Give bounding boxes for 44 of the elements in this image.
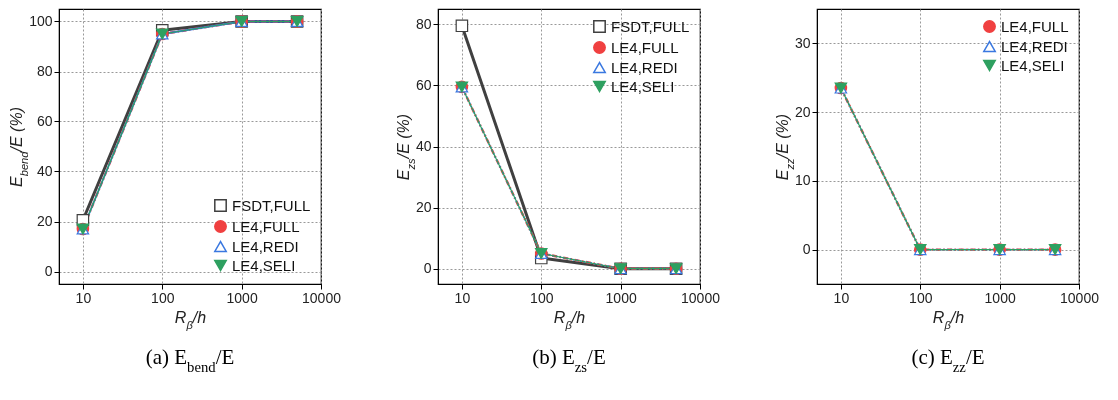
y-tick-label: 20 (794, 103, 811, 120)
y-tick-label: 20 (36, 213, 53, 229)
x-tick-label: 1000 (984, 289, 1016, 306)
legend-label: LE4,REDI (611, 58, 678, 76)
x-tick-label: 100 (909, 289, 933, 306)
y-tick-label: 60 (415, 76, 432, 93)
x-axis-title: R$_{β}$/h (174, 308, 207, 331)
legend-label: LE4,FULL (1001, 17, 1069, 35)
y-tick-label: 0 (44, 263, 53, 279)
legend-label: LE4,SELI (611, 77, 675, 95)
legend-label: LE4,REDI (1001, 37, 1068, 55)
x-tick-label: 10 (833, 289, 850, 306)
y-tick-label: 30 (794, 34, 811, 51)
legend-label: FSDT,FULL (611, 17, 690, 35)
x-tick-label: 100 (530, 289, 554, 306)
legend-label: LE4,SELI (1001, 56, 1065, 74)
legend-label: LE4,FULL (232, 217, 300, 235)
y-tick-label: 0 (423, 260, 432, 277)
y-tick-label: 0 (802, 241, 811, 258)
legend-label: LE4,SELI (232, 256, 296, 274)
x-tick-label: 10 (454, 289, 471, 306)
y-tick-label: 40 (415, 138, 432, 154)
legend-label: LE4,FULL (611, 38, 679, 56)
x-tick-label: 100 (151, 289, 175, 306)
x-tick-label: 1000 (226, 289, 258, 306)
x-tick-label: 1000 (605, 289, 637, 306)
x-tick-label: 10000 (681, 289, 721, 306)
text: (b) E$_{zs}$/E (532, 345, 606, 375)
x-tick-label: 10000 (302, 289, 342, 306)
x-axis-title: R$_{β}$/h (553, 308, 586, 331)
y-tick-label: 20 (415, 199, 432, 216)
y-tick-label: 40 (36, 163, 53, 179)
x-tick-label: 10 (75, 289, 92, 306)
x-tick-label: 10000 (1060, 289, 1100, 306)
text: (c) E$_{zz}$/E (911, 345, 985, 375)
text: (a) E$_{bend}$/E (145, 345, 235, 375)
y-tick-label: 100 (29, 13, 53, 29)
y-tick-label: 80 (36, 63, 53, 79)
y-tick-label: 60 (36, 113, 53, 129)
x-axis-title: R$_{β}$/h (932, 308, 965, 331)
legend-label: FSDT,FULL (232, 196, 311, 214)
y-tick-label: 80 (415, 15, 432, 32)
y-tick-label: 10 (794, 172, 811, 189)
legend-label: LE4,REDI (232, 237, 299, 255)
